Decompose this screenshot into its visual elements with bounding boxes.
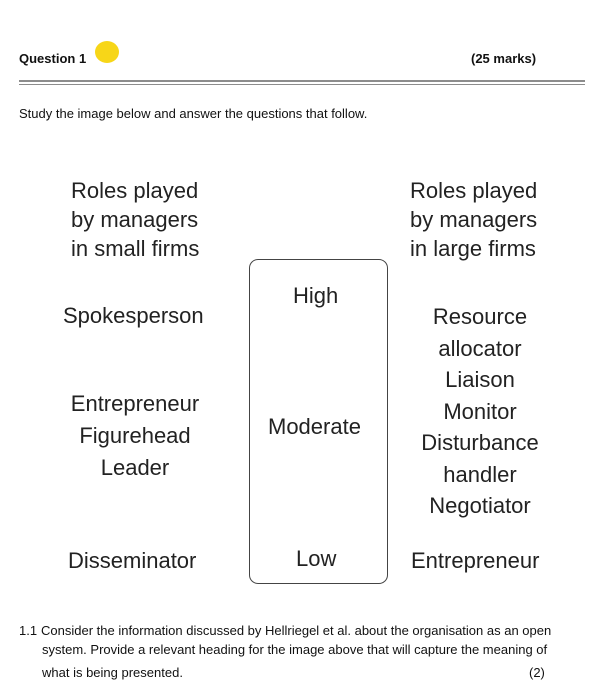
left-column-heading: Roles played by managers in small firms: [71, 176, 199, 263]
heading-line: Roles played: [410, 178, 538, 203]
level-high: High: [293, 283, 339, 308]
role-item: Negotiator: [429, 493, 531, 518]
small-high-role: Spokesperson: [63, 303, 204, 328]
highlight-dot-icon: [95, 41, 119, 63]
subquestion-text-1: Consider the information discussed by He…: [41, 623, 552, 638]
small-low-role: Disseminator: [68, 548, 197, 573]
role-item: allocator: [438, 335, 522, 361]
heading-line: in small firms: [71, 236, 200, 261]
heading-line: in large firms: [410, 236, 536, 261]
question-intro: Study the image below and answer the que…: [19, 106, 368, 121]
level-box: [249, 259, 388, 584]
heading-line: by managers: [410, 207, 538, 232]
divider-rule-thin: [19, 84, 585, 85]
role-item: Monitor: [443, 398, 517, 424]
level-moderate: Moderate: [268, 414, 361, 439]
heading-line: by managers: [71, 207, 199, 232]
role-item: Liaison: [445, 367, 515, 392]
role-item: Figurehead: [79, 423, 191, 448]
heading-line: Roles played: [71, 178, 199, 203]
large-low-role: Entrepreneur: [411, 548, 540, 573]
large-high-roles: Resource allocator Liaison Monitor Distu…: [405, 301, 555, 522]
subquestion-line1: 1.1 Consider the information discussed by…: [19, 619, 551, 642]
right-column-heading: Roles played by managers in large firms: [410, 176, 537, 263]
role-item: Resource: [432, 304, 528, 329]
level-low: Low: [296, 546, 337, 571]
subquestion-text-2: system. Provide a relevant heading for t…: [42, 642, 548, 657]
question-title: Question 1: [19, 51, 87, 66]
role-item: Entrepreneur: [70, 391, 200, 416]
question-marks: (25 marks): [471, 51, 537, 66]
role-item: Disturbance: [421, 430, 539, 455]
subquestion-text-3: what is being presented.: [42, 665, 183, 680]
small-moderate-roles: Entrepreneur Figurehead Leader: [60, 388, 210, 484]
role-item: Leader: [100, 455, 170, 480]
role-item: handler: [443, 461, 517, 487]
subquestion-number: 1.1: [19, 623, 38, 638]
subquestion-marks: (2): [529, 665, 545, 680]
divider-rule: [19, 80, 585, 82]
